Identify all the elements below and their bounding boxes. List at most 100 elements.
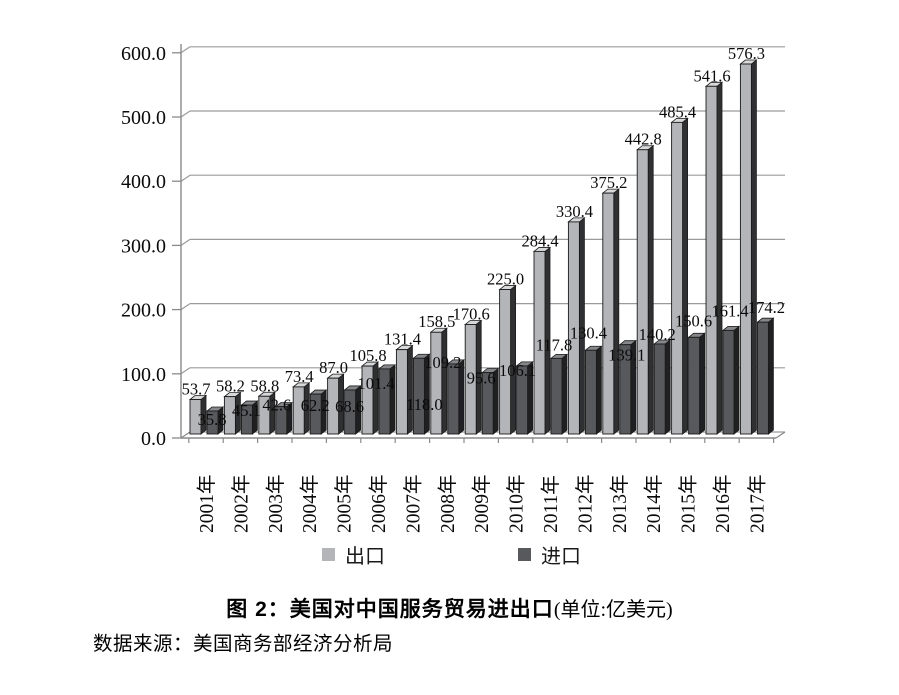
bar-export-2007年	[395, 344, 414, 435]
bar-import-2006年	[377, 364, 397, 435]
bar-front-face	[688, 336, 701, 435]
bar-front-face	[412, 357, 425, 435]
x-tick-label-2012年: 2012年	[574, 474, 596, 533]
bar-export-2017年	[739, 59, 758, 435]
data-label-import-2015年: 150.6	[675, 311, 712, 330]
bar-import-2007年	[412, 353, 431, 435]
bar-export-2014年	[636, 144, 655, 435]
gridline-connector	[180, 238, 191, 246]
bar-front-face	[189, 399, 202, 435]
bar-import-2010年	[515, 361, 534, 435]
bar-front-face	[550, 357, 563, 435]
legend-label-import: 进口	[541, 545, 581, 568]
y-tick-label-0.0: 0.0	[141, 428, 166, 450]
y-tick-label-300.0: 300.0	[121, 235, 166, 257]
chart-title-unit: (单位:亿美元)	[553, 599, 673, 621]
data-label-export-2002年: 58.2	[216, 377, 245, 396]
data-label-import-2006年: 101.4	[357, 374, 394, 393]
bar-front-face	[223, 396, 236, 435]
bar-side-face	[682, 117, 688, 435]
data-label-export-2009年: 170.6	[453, 304, 490, 323]
x-tick-label-2015年: 2015年	[678, 474, 700, 533]
bar-front-face	[395, 349, 408, 435]
x-tick-label-2013年: 2013年	[609, 474, 631, 533]
bar-front-face	[653, 343, 666, 435]
bar-import-2013年	[618, 339, 637, 435]
x-tick-label-2010年: 2010年	[506, 474, 528, 533]
data-label-export-2011年: 284.4	[521, 231, 558, 250]
data-label-import-2003年: 42.6	[262, 396, 291, 415]
bar-side-face	[664, 339, 671, 435]
data-label-export-2003年: 58.8	[250, 376, 279, 395]
bar-import-2002年	[240, 400, 259, 435]
chart-title-text: 图 2：美国对中国服务贸易进出口	[226, 598, 554, 621]
bar-front-face	[619, 344, 632, 435]
data-label-import-2011年: 117.8	[536, 335, 573, 354]
bar-export-2005年	[326, 373, 345, 435]
bar-side-face	[372, 361, 379, 435]
bar-import-2001年	[205, 406, 225, 435]
data-labels: 53.7 35.8 58.2 45.1 58.842.6 73.4 62.2 87.0 68.6…	[182, 44, 785, 429]
data-label-export-2005年: 87.0	[319, 358, 348, 377]
data-label-export-2014年: 442.8	[625, 130, 662, 149]
data-label-import-2005年: 68.6	[335, 397, 364, 416]
y-tick-label-600.0: 600.0	[121, 43, 166, 65]
data-label-import-2002年: 45.1	[232, 401, 261, 420]
bar-export-2011年	[532, 246, 552, 435]
data-label-import-2009年: 95.6	[467, 369, 496, 388]
data-label-export-2013年: 375.2	[590, 173, 627, 192]
x-tick-label-2008年: 2008年	[437, 474, 459, 533]
bar-import-2005年	[343, 385, 362, 435]
data-label-import-2010年: 106.1	[499, 361, 536, 380]
bar-front-face	[481, 372, 494, 435]
y-tick-label-200.0: 200.0	[121, 300, 166, 322]
bar-side-face	[613, 188, 620, 435]
bar-export-2016年	[704, 81, 724, 435]
bar-side-face	[733, 325, 740, 435]
data-label-export-2016年: 541.6	[693, 66, 730, 85]
bar-front-face	[327, 377, 340, 435]
bar-side-face	[716, 81, 723, 435]
gridline-connector	[180, 367, 191, 375]
bar-front-face	[516, 365, 529, 435]
bar-import-2008年	[446, 359, 465, 435]
bar-export-2001年	[188, 394, 208, 435]
bar-front-face	[240, 404, 253, 435]
bar-front-face	[309, 393, 322, 435]
chart-title: 图 2：美国对中国服务贸易进出口(单位:亿美元)	[0, 593, 899, 623]
legend-item-import: 进口	[518, 544, 581, 568]
bar-side-face	[406, 344, 413, 435]
bar-export-2009年	[464, 319, 483, 435]
gridline-connector	[180, 303, 191, 311]
bar-front-face	[584, 349, 597, 435]
y-tick-labels: 0.0 100.0 200.0 300.0 400.0 500.0 600.0	[121, 43, 166, 450]
bar-front-face	[344, 389, 357, 435]
x-tick-label-2007年: 2007年	[402, 474, 424, 533]
gridline-connector	[180, 46, 191, 54]
bar-side-face	[441, 327, 448, 435]
bar-front-face	[602, 192, 615, 435]
bar-export-2002年	[223, 391, 242, 435]
y-tick-label-100.0: 100.0	[121, 364, 166, 386]
import-series-swatch	[518, 547, 531, 561]
bar-import-2017年	[756, 317, 775, 435]
bar-side-face	[768, 317, 774, 435]
bar-front-face	[636, 149, 649, 435]
bar-front-face	[206, 410, 219, 435]
bar-side-face	[510, 284, 516, 435]
bar-import-2004年	[309, 389, 328, 435]
bar-import-2015年	[687, 332, 706, 435]
bar-front-face	[533, 250, 546, 435]
x-tick-label-2002年: 2002年	[230, 474, 252, 533]
data-label-import-2004年: 62.2	[301, 396, 330, 415]
bar-export-2010年	[498, 284, 517, 435]
floor-left-edge	[180, 431, 191, 439]
bar-import-2014年	[653, 339, 672, 435]
bar-export-2004年	[292, 382, 311, 435]
data-label-import-2016年: 161.4	[711, 301, 748, 320]
bar-side-face	[596, 345, 602, 435]
bar-side-face	[699, 332, 705, 435]
x-tick-label-2003年: 2003年	[265, 474, 287, 533]
bar-export-2012年	[567, 217, 586, 435]
